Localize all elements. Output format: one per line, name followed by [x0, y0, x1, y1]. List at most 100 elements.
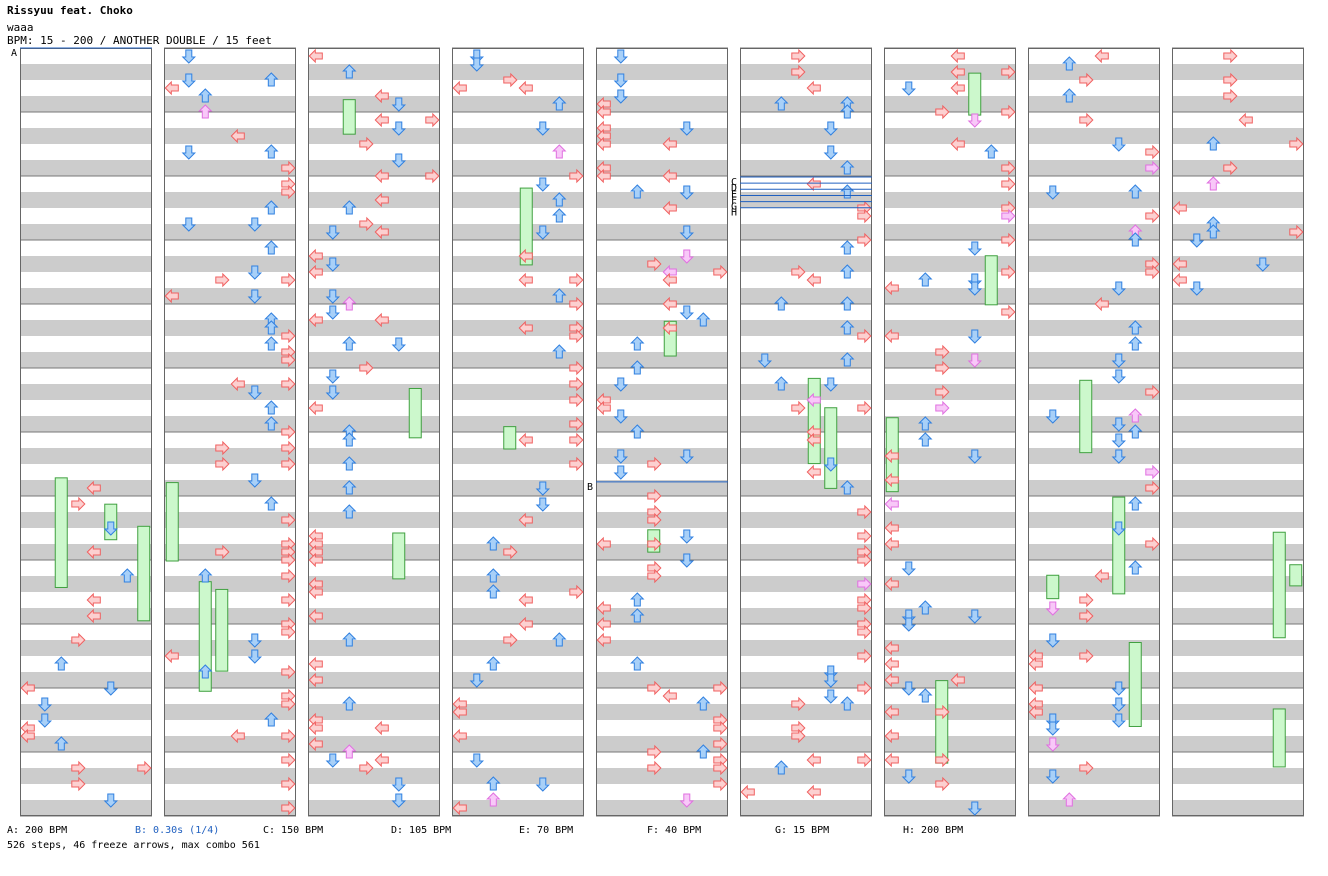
left-arrow	[596, 600, 611, 616]
left-arrow	[884, 704, 899, 720]
up-arrow	[630, 360, 645, 375]
legend-d: D: 105 BPM	[391, 825, 452, 836]
down-arrow	[679, 249, 695, 264]
up-arrow	[486, 584, 501, 599]
down-arrow	[679, 305, 695, 320]
up-arrow	[774, 296, 789, 311]
right-arrow	[647, 456, 662, 472]
beat-stripe	[308, 640, 440, 656]
right-arrow	[281, 776, 296, 792]
down-arrow	[679, 121, 695, 136]
freeze-arrow	[984, 255, 998, 306]
down-arrow	[1111, 697, 1127, 712]
right-arrow	[935, 752, 950, 768]
down-arrow	[679, 793, 695, 808]
left-arrow	[452, 728, 467, 744]
up-arrow	[552, 192, 567, 207]
right-arrow	[647, 680, 662, 696]
up-arrow	[552, 208, 567, 223]
left-arrow	[662, 272, 677, 288]
up-arrow	[1128, 320, 1143, 335]
left-arrow	[884, 328, 899, 344]
beat-stripe	[1172, 768, 1304, 784]
right-arrow	[281, 552, 296, 568]
speed-marker-label: C	[731, 177, 737, 188]
beat-stripe	[164, 64, 296, 80]
down-arrow	[535, 225, 551, 240]
up-arrow	[198, 568, 213, 583]
beat-stripe	[884, 512, 1016, 528]
beat-stripe	[884, 480, 1016, 496]
right-arrow	[569, 416, 584, 432]
right-arrow	[569, 360, 584, 376]
beat-stripe	[164, 96, 296, 112]
up-arrow	[486, 656, 501, 671]
beat-stripe	[884, 96, 1016, 112]
down-arrow	[1111, 521, 1127, 536]
beat-stripe	[596, 576, 728, 592]
down-arrow	[901, 617, 917, 632]
down-arrow	[967, 801, 983, 816]
down-arrow	[679, 529, 695, 544]
right-arrow	[359, 360, 374, 376]
beat-stripe	[452, 288, 584, 304]
down-arrow	[1045, 633, 1061, 648]
legend-f: F: 40 BPM	[647, 825, 702, 836]
up-arrow	[1128, 560, 1143, 575]
beat-stripe	[740, 224, 872, 240]
beat-stripe	[740, 192, 872, 208]
freeze-arrow	[1079, 379, 1093, 454]
beat-stripe	[308, 352, 440, 368]
beat-stripe	[20, 256, 152, 272]
up-arrow	[840, 696, 855, 711]
right-arrow	[1145, 536, 1160, 552]
beat-stripe	[884, 288, 1016, 304]
up-arrow	[264, 72, 279, 87]
down-arrow	[391, 153, 407, 168]
down-arrow	[1111, 137, 1127, 152]
beat-stripe	[1028, 384, 1160, 400]
speed-marker-label: D	[731, 183, 737, 194]
up-arrow	[1206, 136, 1221, 151]
up-arrow	[264, 336, 279, 351]
beat-stripe	[1172, 192, 1304, 208]
up-arrow	[486, 792, 501, 807]
beat-stripe	[1172, 640, 1304, 656]
beat-stripe	[452, 512, 584, 528]
left-arrow	[1238, 112, 1253, 128]
beat-stripe	[20, 512, 152, 528]
left-arrow	[740, 784, 755, 800]
beat-stripe	[452, 64, 584, 80]
down-arrow	[535, 481, 551, 496]
right-arrow	[1145, 144, 1160, 160]
beat-stripe	[596, 800, 728, 816]
beat-stripe	[308, 480, 440, 496]
up-arrow	[264, 400, 279, 415]
beat-stripe	[164, 320, 296, 336]
beat-stripe	[740, 352, 872, 368]
column-border	[452, 48, 584, 816]
column-border	[596, 48, 728, 816]
down-arrow	[181, 145, 197, 160]
right-arrow	[857, 552, 872, 568]
beat-stripe	[308, 800, 440, 816]
right-arrow	[569, 456, 584, 472]
beat-stripe	[884, 160, 1016, 176]
beat-stripe	[20, 288, 152, 304]
right-arrow	[71, 760, 86, 776]
beat-stripe	[740, 512, 872, 528]
beat-stripe	[452, 256, 584, 272]
beat-stripe	[20, 480, 152, 496]
right-arrow	[71, 776, 86, 792]
beat-stripe	[1028, 640, 1160, 656]
up-arrow	[342, 200, 357, 215]
beat-stripe	[884, 448, 1016, 464]
freeze-arrow	[824, 407, 838, 489]
beat-stripe	[596, 96, 728, 112]
up-arrow	[552, 632, 567, 647]
beat-stripe	[164, 608, 296, 624]
right-arrow	[425, 168, 440, 184]
down-arrow	[103, 521, 119, 536]
freeze-arrow	[1128, 642, 1142, 727]
left-arrow	[950, 48, 965, 64]
